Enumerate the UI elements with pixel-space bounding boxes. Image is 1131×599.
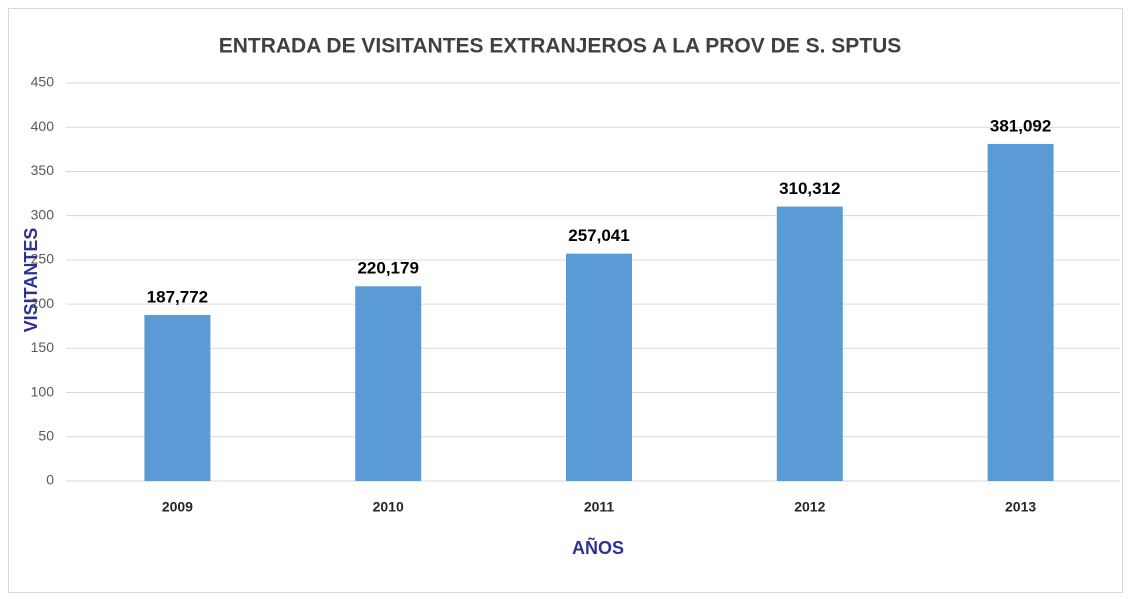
x-axis-label: AÑOS [572,537,624,558]
x-tick-label: 2013 [1005,499,1036,515]
bar [355,286,422,481]
bar [566,253,632,481]
y-tick-label: 450 [31,74,55,90]
y-tick-label: 300 [31,206,55,222]
x-tick-label: 2011 [584,499,615,515]
data-label: 257,041 [568,226,629,245]
y-tick-label: 50 [38,427,54,443]
y-axis-label: VISITANTES [21,228,41,333]
y-tick-label: 200 [31,295,55,311]
data-label: 310,312 [779,179,840,198]
chart-title: ENTRADA DE VISITANTES EXTRANJEROS A LA P… [219,35,902,58]
chart-border [8,8,1123,593]
y-tick-label: 100 [31,383,55,399]
x-tick-label: 2010 [373,499,404,515]
data-label: 220,179 [357,259,418,278]
x-tick-label: 2009 [162,499,193,515]
data-label: 187,772 [147,287,208,306]
bar [144,314,211,481]
y-tick-label: 0 [46,472,54,488]
bar [987,143,1054,481]
data-label: 381,092 [990,116,1051,135]
y-tick-label: 400 [31,118,55,134]
y-tick-label: 350 [31,162,55,178]
bar [776,206,843,482]
y-tick-label: 250 [31,251,55,267]
x-tick-label: 2012 [794,499,825,515]
y-tick-label: 150 [31,339,55,355]
